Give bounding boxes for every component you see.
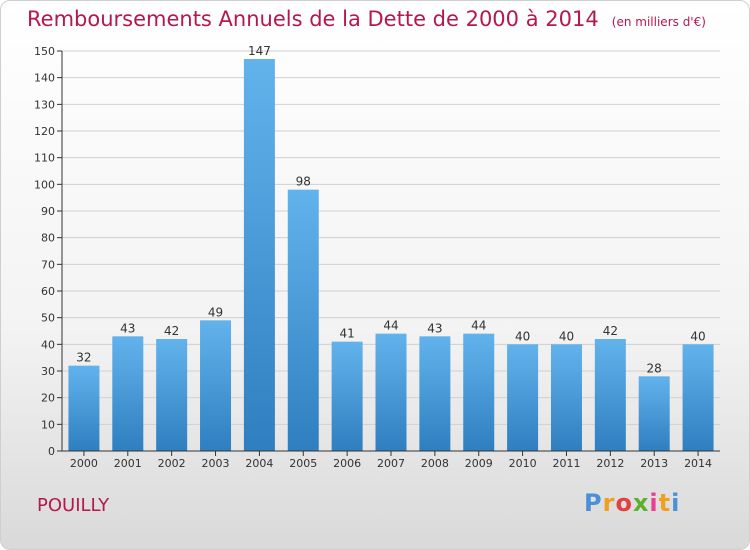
- bars: [68, 59, 714, 451]
- logo-letter: r: [602, 489, 616, 517]
- y-tick-label: 100: [34, 178, 55, 191]
- x-tick-label-2009: 2009: [465, 457, 493, 470]
- x-tick-label-2012: 2012: [596, 457, 624, 470]
- logo-letter: o: [615, 489, 633, 517]
- x-tick-label-2005: 2005: [289, 457, 317, 470]
- y-axis: 0 10 20 30 40 50 60 70 80 90 100 110 120 130 140 150: [34, 45, 63, 458]
- y-tick-label: 10: [41, 418, 55, 431]
- y-tick-label: 30: [41, 365, 55, 378]
- x-tick-label-2008: 2008: [421, 457, 449, 470]
- data-label-2003: 49: [208, 305, 223, 319]
- y-tick-label: 80: [41, 232, 55, 245]
- x-tick-label-2013: 2013: [640, 457, 668, 470]
- data-label-2011: 40: [559, 329, 574, 343]
- data-label-2013: 28: [647, 361, 662, 375]
- x-tick-label-2011: 2011: [552, 457, 580, 470]
- bar-2008: [419, 336, 451, 451]
- x-tick-label-2001: 2001: [114, 457, 142, 470]
- x-tick-label-2000: 2000: [70, 457, 98, 470]
- bar-2014: [682, 344, 714, 451]
- y-tick-label: 130: [34, 98, 55, 111]
- proxiti-logo: Proxiti: [584, 489, 680, 517]
- chart-unit-note: (en milliers d'€): [611, 15, 706, 29]
- data-label-2006: 41: [339, 327, 354, 341]
- x-tick-label-2007: 2007: [377, 457, 405, 470]
- bar-2004: [243, 59, 275, 451]
- y-tick-label: 70: [41, 258, 55, 271]
- logo-letter: x: [632, 489, 650, 517]
- data-label-2009: 44: [471, 319, 486, 333]
- bar-2009: [463, 333, 495, 451]
- data-labels: 32 43 42 49 147 98 41 44 43 44 40 40 42 28 40: [76, 44, 705, 375]
- y-tick-label: 50: [41, 312, 55, 325]
- data-label-2005: 98: [296, 175, 311, 189]
- y-tick-label: 20: [41, 392, 55, 405]
- data-label-2000: 32: [76, 351, 91, 365]
- y-tick-label: 60: [41, 285, 55, 298]
- bar-2011: [550, 344, 582, 451]
- chart-title: Remboursements Annuels de la Dette de 20…: [27, 7, 706, 31]
- x-tick-label-2010: 2010: [509, 457, 537, 470]
- bar-2010: [507, 344, 539, 451]
- data-label-2004: 147: [248, 44, 271, 58]
- x-axis: 2000 2001 2002 2003 2004 2005 2006 2007 2008 2009…: [62, 450, 720, 470]
- data-label-2012: 42: [603, 324, 618, 338]
- data-label-2008: 43: [427, 321, 442, 335]
- x-tick-label-2002: 2002: [158, 457, 186, 470]
- chart-title-text: Remboursements Annuels de la Dette de 20…: [27, 7, 599, 31]
- bar-2005: [287, 189, 319, 451]
- x-tick-label-2003: 2003: [202, 457, 230, 470]
- data-label-2010: 40: [515, 329, 530, 343]
- bar-2006: [331, 341, 363, 451]
- bar-2003: [200, 320, 232, 451]
- logo-letter: i: [671, 489, 681, 517]
- y-tick-label: 40: [41, 338, 55, 351]
- bar-2013: [638, 376, 670, 451]
- commune-name: POUILLY: [37, 495, 110, 516]
- y-tick-label: 110: [34, 152, 55, 165]
- logo-letter: t: [658, 489, 672, 517]
- bar-2001: [112, 336, 144, 451]
- bar-2012: [594, 339, 626, 451]
- bar-2007: [375, 333, 407, 451]
- data-label-2007: 44: [383, 319, 398, 333]
- data-label-2002: 42: [164, 324, 179, 338]
- data-label-2001: 43: [120, 321, 135, 335]
- x-tick-label-2014: 2014: [684, 457, 712, 470]
- y-tick-label: 140: [34, 72, 55, 85]
- data-label-2014: 40: [690, 329, 705, 343]
- x-tick-label-2004: 2004: [245, 457, 273, 470]
- y-tick-label: 0: [48, 445, 55, 458]
- logo-letter: i: [649, 489, 659, 517]
- logo-letter: P: [584, 489, 603, 517]
- y-tick-label: 90: [41, 205, 55, 218]
- bar-2002: [156, 339, 188, 451]
- bar-2000: [68, 365, 100, 451]
- y-tick-label: 150: [34, 45, 55, 58]
- x-tick-label-2006: 2006: [333, 457, 361, 470]
- y-tick-label: 120: [34, 125, 55, 138]
